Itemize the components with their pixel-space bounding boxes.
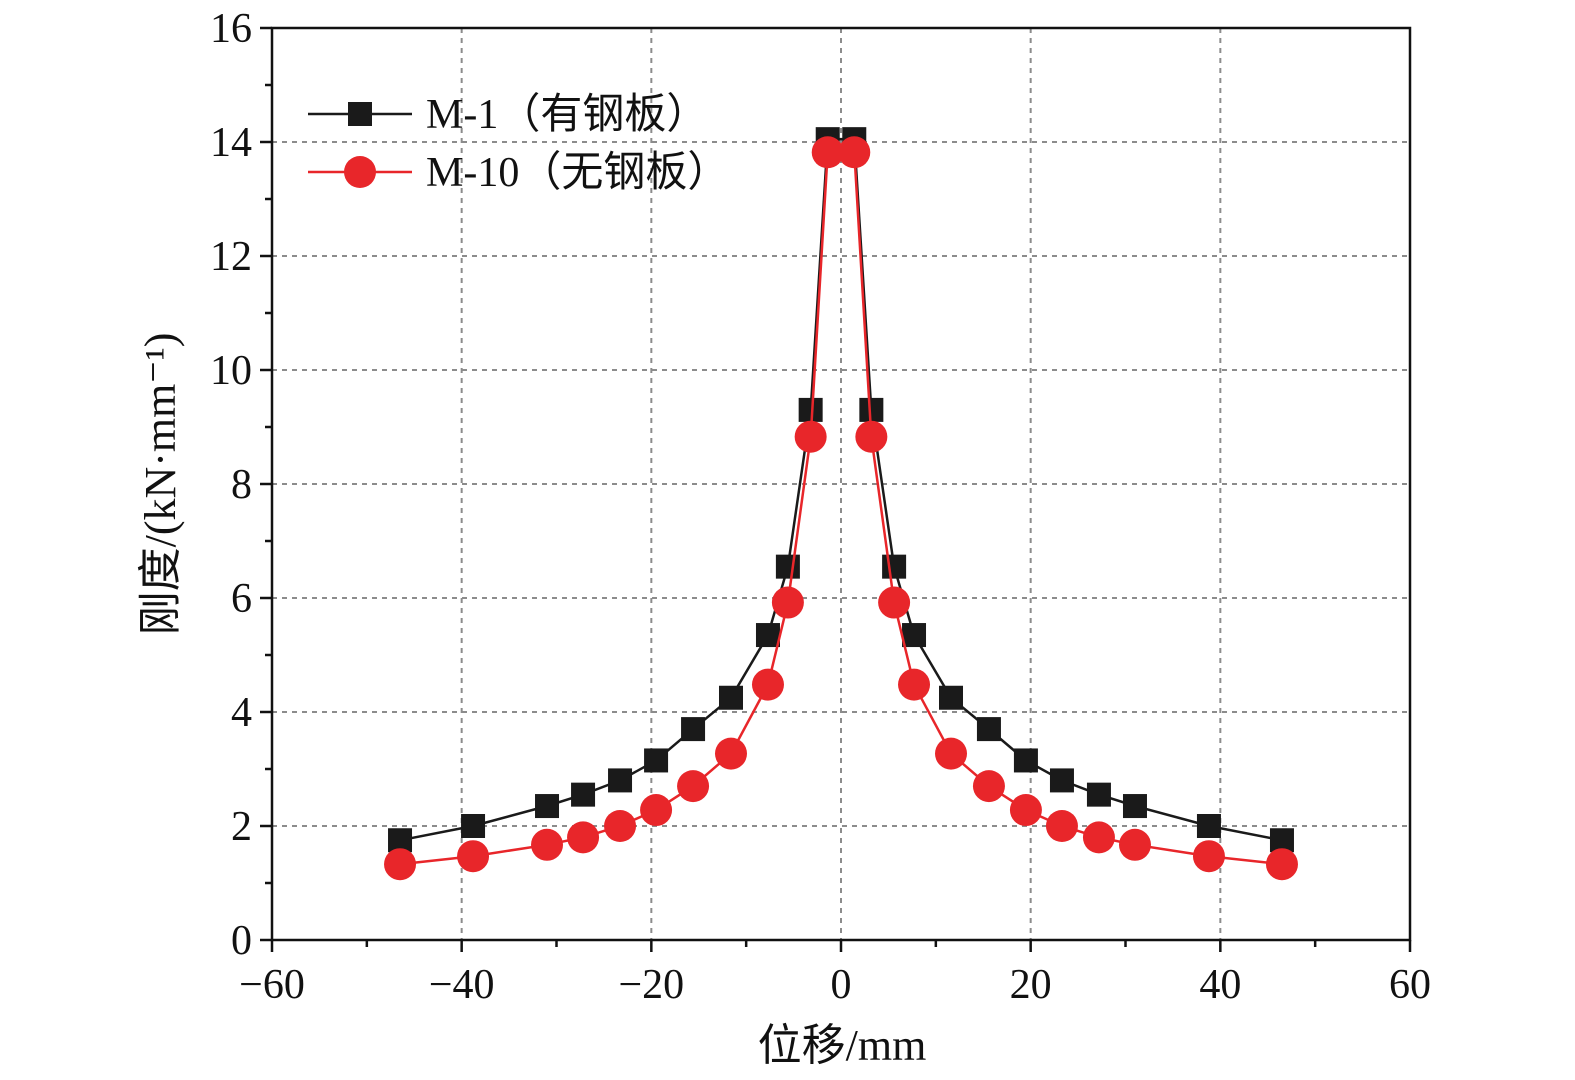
data-point-circle <box>1265 848 1298 881</box>
data-point-circle <box>531 828 564 861</box>
legend-label: M-10（无钢板） <box>426 150 729 196</box>
data-point-square <box>718 685 743 710</box>
y-tick-label: 16 <box>210 6 252 52</box>
legend: M-1（有钢板） M-10（无钢板） <box>308 92 729 196</box>
x-tick-label: 0 <box>831 962 852 1008</box>
data-point-circle <box>1045 810 1078 842</box>
data-point-circle <box>457 840 490 873</box>
data-point-circle <box>1009 794 1042 827</box>
data-point-square <box>535 794 560 819</box>
y-tick-label: 2 <box>231 804 252 850</box>
data-point-circle <box>855 420 888 453</box>
data-point-circle <box>677 770 710 803</box>
data-point-circle <box>567 821 600 854</box>
data-point-circle <box>794 420 827 453</box>
data-point-circle <box>640 794 673 827</box>
legend-marker-circle <box>344 156 376 188</box>
data-point-square <box>1049 768 1074 793</box>
x-axis-title: 位移/mm <box>758 1021 927 1070</box>
y-tick-label: 12 <box>210 234 252 280</box>
data-point-square <box>1086 782 1111 807</box>
y-axis-title: 刚度/(kN·mm⁻¹) <box>136 333 185 636</box>
grid <box>272 28 1410 940</box>
series-2 <box>384 136 1298 881</box>
series-1 <box>388 127 1294 853</box>
data-point-square <box>1196 814 1221 838</box>
data-point-circle <box>751 668 784 701</box>
data-point-square <box>461 814 486 838</box>
data-point-circle <box>604 810 637 842</box>
y-tick-label: 0 <box>231 918 252 964</box>
data-point-circle <box>384 848 417 881</box>
legend-label: M-1（有钢板） <box>426 92 708 138</box>
data-point-square <box>939 685 964 710</box>
x-tick-label: 40 <box>1199 962 1241 1008</box>
data-point-circle <box>935 737 968 770</box>
data-point-circle <box>898 668 931 701</box>
data-point-circle <box>714 737 747 770</box>
data-point-square <box>755 623 780 648</box>
data-point-square <box>775 554 800 579</box>
data-point-circle <box>1192 840 1225 873</box>
data-point-square <box>1013 748 1038 773</box>
data-point-circle <box>811 136 844 169</box>
y-tick-label: 6 <box>231 576 252 622</box>
data-point-square <box>902 623 927 648</box>
data-point-circle <box>972 770 1005 803</box>
x-tick-label: −20 <box>618 962 684 1008</box>
data-point-circle <box>838 136 871 169</box>
y-tick-label: 8 <box>231 462 252 508</box>
data-point-circle <box>1082 821 1115 854</box>
data-point-square <box>644 748 669 773</box>
data-point-square <box>681 717 706 742</box>
series-layer <box>384 127 1298 881</box>
data-point-square <box>882 554 907 579</box>
data-point-circle <box>771 586 804 619</box>
axes: −60 −40 −20 0 20 40 60 0 2 4 6 8 10 12 14 16 <box>210 6 1431 1008</box>
y-tick-label: 14 <box>210 120 252 166</box>
data-point-square <box>1122 794 1147 819</box>
x-tick-label: −40 <box>429 962 495 1008</box>
y-tick-label: 4 <box>231 690 252 736</box>
legend-marker-square <box>348 102 372 126</box>
x-tick-label: −60 <box>239 962 305 1008</box>
y-tick-label: 10 <box>210 348 252 394</box>
data-point-square <box>976 717 1001 742</box>
x-tick-label: 20 <box>1010 962 1052 1008</box>
data-point-square <box>608 768 633 793</box>
data-point-circle <box>878 586 911 619</box>
data-point-square <box>571 782 596 807</box>
data-point-circle <box>1118 828 1151 861</box>
x-tick-label: 60 <box>1389 962 1431 1008</box>
